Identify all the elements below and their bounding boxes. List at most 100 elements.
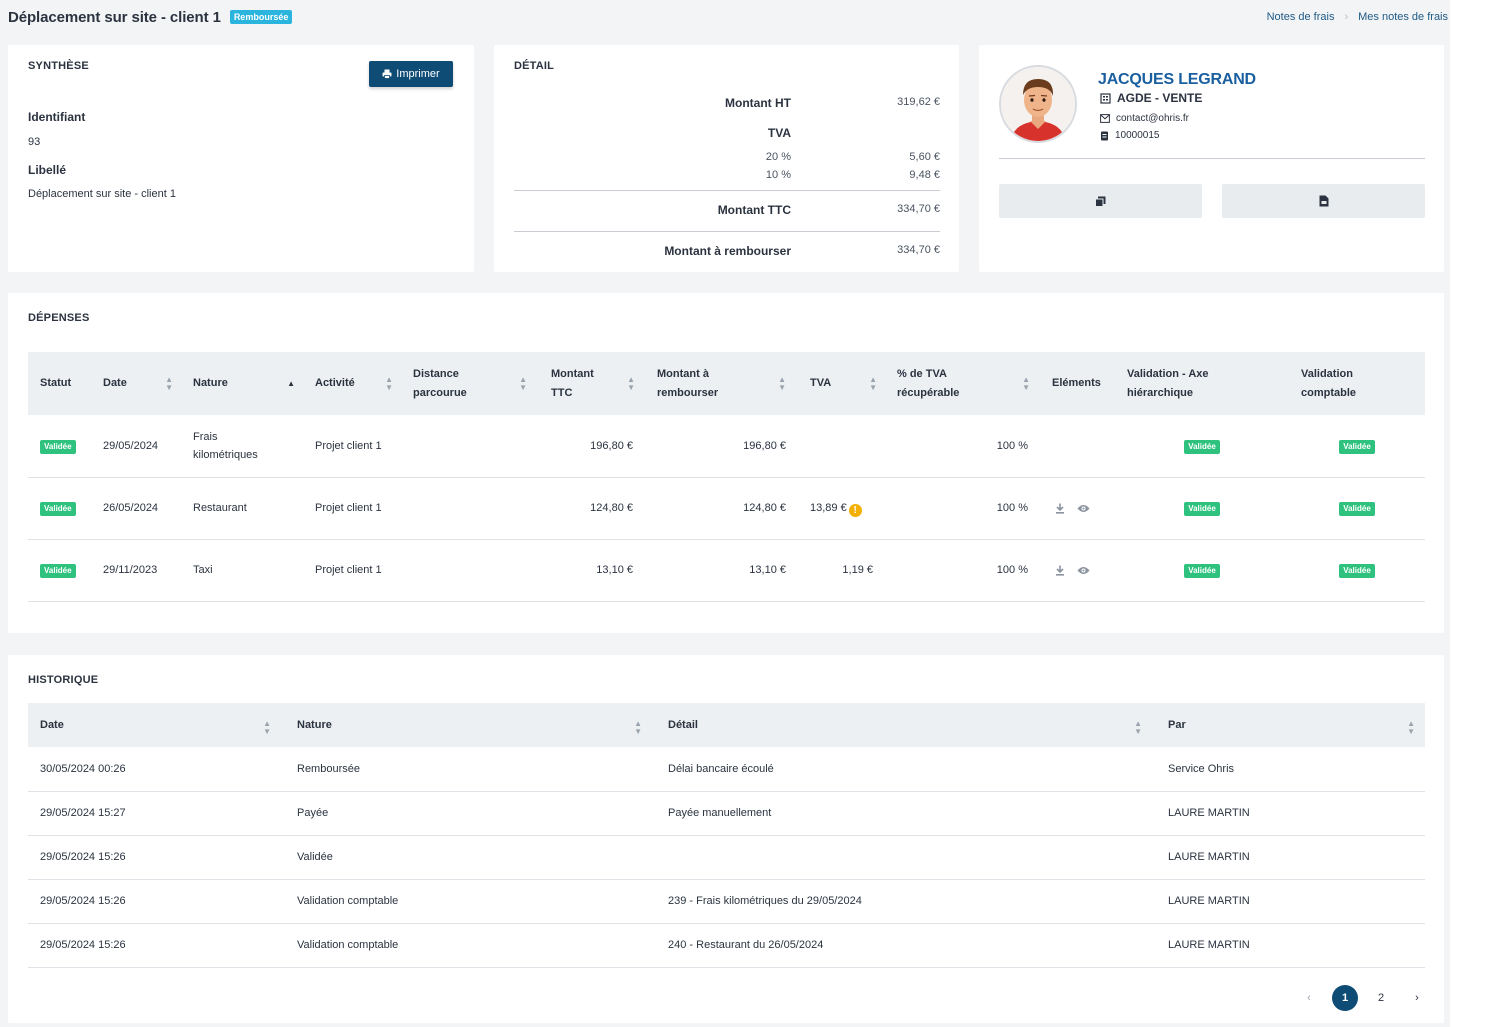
- historique-card: HISTORIQUE Date ▲ ▼ Nature ▲ ▼ Détail ▲ ▼ Par ▲…: [8, 655, 1444, 1023]
- avatar: [999, 65, 1077, 143]
- column-header-par[interactable]: Par ▲ ▼: [1156, 703, 1425, 747]
- column-header-detail[interactable]: Détail ▲ ▼: [656, 703, 1156, 747]
- breadcrumb-link-mes-notes-de-frais[interactable]: Mes notes de frais: [1358, 11, 1448, 23]
- validation-hierarchique-badge: Validée: [1184, 439, 1220, 454]
- eye-icon[interactable]: [1075, 500, 1091, 516]
- top-bar: Déplacement sur site - client 1 Rembours…: [8, 6, 1448, 28]
- cell-distance: [401, 415, 539, 478]
- cell-date: 29/05/2024 15:26: [28, 923, 285, 968]
- montant-ttc-value: 334,70 €: [897, 203, 940, 215]
- table-header-row: Statut Date ▲ ▼ Nature ▲ Activité ▲ ▼ Distanc…: [28, 352, 1425, 415]
- breadcrumb-link-notes-de-frais[interactable]: Notes de frais: [1266, 11, 1335, 23]
- divider: [999, 158, 1425, 159]
- download-icon[interactable]: [1052, 562, 1068, 578]
- title-group: Déplacement sur site - client 1 Rembours…: [8, 9, 293, 26]
- page-button-2[interactable]: 2: [1377, 992, 1385, 1004]
- badge-id-icon: [1101, 131, 1108, 140]
- cell-par: Service Ohris: [1156, 747, 1425, 792]
- detail-card: DÉTAIL Montant HT 319,62 € TVA 20 % 5,60…: [494, 45, 959, 272]
- eye-icon[interactable]: [1075, 562, 1091, 578]
- sort-icon[interactable]: ▲ ▼: [869, 374, 877, 392]
- warning-icon[interactable]: !: [848, 504, 862, 517]
- table-row: 29/05/2024 15:26 Validation comptable 24…: [28, 923, 1425, 968]
- column-header: Statut: [28, 352, 91, 415]
- table-row: 29/05/2024 15:27 Payée Payée manuellemen…: [28, 791, 1425, 836]
- column-header[interactable]: Nature ▲: [181, 352, 303, 415]
- chevron-left-icon[interactable]: ‹: [1307, 992, 1311, 1004]
- identifiant-value: 93: [28, 136, 41, 148]
- sort-icon[interactable]: ▲ ▼: [385, 374, 393, 392]
- cell-ttc: 196,80 €: [539, 415, 645, 478]
- column-header[interactable]: % de TVA récupérable ▲ ▼: [885, 352, 1040, 415]
- tva-rate-value: 5,60 €: [909, 151, 940, 163]
- sort-icon[interactable]: ▲ ▼: [627, 374, 635, 392]
- chevron-right-icon: ›: [1344, 11, 1349, 23]
- cell-ttc: 13,10 €: [539, 539, 645, 602]
- table-row: 29/05/2024 15:26 Validation comptable 23…: [28, 879, 1425, 924]
- cell-detail: [656, 835, 1156, 880]
- cell-date: 29/05/2024 15:26: [28, 879, 285, 924]
- print-button-label: Imprimer: [396, 68, 440, 80]
- montant-ht-label: Montant HT: [725, 96, 791, 110]
- sort-icon[interactable]: ▲ ▼: [263, 719, 271, 737]
- sort-icon[interactable]: ▲ ▼: [634, 719, 642, 737]
- tva-label: TVA: [767, 126, 791, 140]
- divider: [514, 190, 940, 191]
- synthese-card: SYNTHÈSE Imprimer Identifiant 93 Libellé…: [8, 45, 474, 272]
- cell-activite: Projet client 1: [303, 477, 401, 540]
- column-header[interactable]: Distance parcourue ▲ ▼: [401, 352, 539, 415]
- cell-date: 29/05/2024 15:26: [28, 835, 285, 880]
- sort-icon[interactable]: ▲ ▼: [1022, 374, 1030, 392]
- column-header[interactable]: Montant à rembourser ▲ ▼: [645, 352, 798, 415]
- column-header[interactable]: Activité ▲ ▼: [303, 352, 401, 415]
- cell-activite: Projet client 1: [303, 539, 401, 602]
- libelle-value: Déplacement sur site - client 1: [28, 188, 176, 200]
- column-header-date[interactable]: Date ▲ ▼: [28, 703, 285, 747]
- cell-nature: Remboursée: [285, 747, 656, 792]
- table-row[interactable]: Validée 29/11/2023 Taxi Projet client 1 …: [28, 539, 1425, 602]
- column-header-nature[interactable]: Nature ▲ ▼: [285, 703, 656, 747]
- cell-elements: [1040, 477, 1115, 540]
- cell-elements: [1040, 539, 1115, 602]
- employee-id-text: 10000015: [1115, 130, 1160, 141]
- cell-nature: Taxi: [181, 539, 303, 602]
- page-button-1[interactable]: 1: [1332, 985, 1358, 1011]
- montant-rembourser-value: 334,70 €: [897, 244, 940, 256]
- validation-comptable-badge: Validée: [1339, 564, 1375, 578]
- chevron-right-icon[interactable]: ›: [1415, 992, 1419, 1004]
- column-header[interactable]: Date ▲ ▼: [91, 352, 181, 415]
- depenses-title: DÉPENSES: [28, 312, 90, 324]
- table-row[interactable]: Validée 26/05/2024 Restaurant Projet cli…: [28, 477, 1425, 540]
- employee-site: AGDE - VENTE: [1100, 91, 1202, 105]
- libelle-label: Libellé: [28, 163, 67, 177]
- depenses-card: DÉPENSES Statut Date ▲ ▼ Nature ▲ Activité ▲…: [8, 293, 1444, 633]
- cell-tva: [798, 415, 885, 478]
- cell-pct-tva: 100 %: [885, 477, 1040, 540]
- column-header: Eléments: [1040, 352, 1115, 415]
- cell-date: 26/05/2024: [91, 477, 181, 540]
- depenses-table: Statut Date ▲ ▼ Nature ▲ Activité ▲ ▼ Distanc…: [28, 352, 1425, 602]
- cell-nature: Payée: [285, 791, 656, 836]
- breadcrumb: Notes de frais › Mes notes de frais: [1267, 11, 1448, 23]
- sort-icon[interactable]: ▲ ▼: [778, 374, 786, 392]
- validation-hierarchique-badge: Validée: [1184, 502, 1220, 516]
- download-icon[interactable]: [1052, 500, 1068, 516]
- employee-email: contact@ohris.fr: [1100, 113, 1189, 124]
- cell-elements: [1040, 415, 1115, 478]
- sort-icon[interactable]: ▲ ▼: [165, 374, 173, 392]
- table-row: 30/05/2024 00:26 Remboursée Délai bancai…: [28, 747, 1425, 792]
- column-header[interactable]: Montant TTC ▲ ▼: [539, 352, 645, 415]
- column-header[interactable]: TVA ▲ ▼: [798, 352, 885, 415]
- copy-button[interactable]: [999, 184, 1202, 218]
- validation-hierarchique-badge: Validée: [1184, 564, 1220, 578]
- sort-asc-icon[interactable]: ▲: [287, 378, 295, 388]
- tva-rate-value: 9,48 €: [909, 169, 940, 181]
- sort-icon[interactable]: ▲ ▼: [1134, 719, 1142, 737]
- file-pdf-icon: [1319, 195, 1328, 207]
- print-button[interactable]: Imprimer: [369, 61, 453, 87]
- sort-icon[interactable]: ▲ ▼: [1407, 719, 1415, 737]
- table-row[interactable]: Validée 29/05/2024 Frais kilométriques P…: [28, 415, 1425, 478]
- pdf-document-button[interactable]: [1222, 184, 1425, 218]
- sort-icon[interactable]: ▲ ▼: [519, 374, 527, 392]
- copy-icon: [1095, 196, 1106, 207]
